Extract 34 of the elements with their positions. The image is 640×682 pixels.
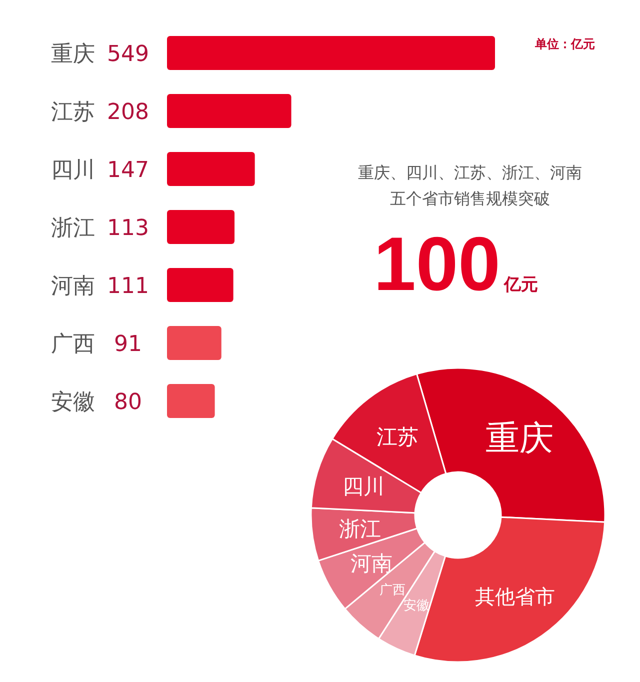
bar — [167, 210, 235, 244]
bar — [167, 152, 255, 186]
slice-label: 四川 — [342, 474, 384, 499]
data-label: 111 — [107, 274, 149, 299]
bar — [167, 268, 234, 302]
text: 亿元 — [503, 275, 538, 295]
data-label: 80 — [114, 390, 142, 415]
bar — [167, 94, 292, 128]
y-tick-label: 四川 — [51, 158, 95, 183]
data-label: 208 — [107, 100, 149, 125]
y-tick-label: 浙江 — [51, 216, 95, 241]
y-tick-label: 重庆 — [51, 42, 95, 67]
data-label: 113 — [107, 216, 149, 241]
y-tick-label: 江苏 — [51, 100, 95, 125]
data-label: 91 — [114, 332, 142, 357]
slice-label: 重庆 — [485, 418, 554, 458]
slice-label: 河南 — [350, 551, 392, 576]
slice-label: 浙江 — [338, 516, 381, 541]
y-tick-label: 河南 — [51, 274, 95, 299]
bar — [167, 326, 222, 360]
slice-label: 安徽 — [403, 597, 430, 614]
data-label: 147 — [107, 158, 149, 183]
annotation: 重庆、四川、江苏、浙江、河南 — [358, 163, 582, 182]
annotation: 五个省市销售规模突破 — [390, 189, 550, 208]
data-label: 549 — [107, 42, 149, 67]
slice-label: 广西 — [379, 582, 406, 598]
y-tick-label: 安徽 — [51, 390, 95, 415]
text: 单位：亿元 — [534, 37, 595, 51]
annotation: 100 — [374, 222, 500, 307]
bar — [167, 36, 495, 70]
y-tick-label: 广西 — [51, 332, 95, 357]
slice-label: 江苏 — [376, 425, 419, 450]
bar — [167, 384, 215, 418]
slice-label: 其他省市 — [474, 584, 555, 608]
